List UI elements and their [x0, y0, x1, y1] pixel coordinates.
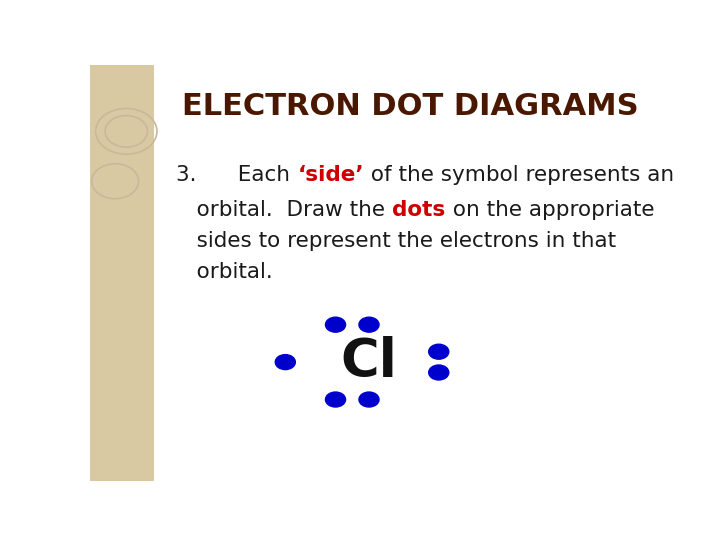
- Circle shape: [428, 344, 449, 359]
- Text: sides to represent the electrons in that: sides to represent the electrons in that: [176, 231, 616, 251]
- Text: ELECTRON DOT DIAGRAMS: ELECTRON DOT DIAGRAMS: [182, 92, 639, 121]
- Text: on the appropriate: on the appropriate: [446, 200, 654, 220]
- FancyBboxPatch shape: [90, 65, 154, 481]
- Text: orbital.: orbital.: [176, 262, 274, 282]
- Circle shape: [275, 355, 295, 369]
- Circle shape: [325, 317, 346, 332]
- Circle shape: [428, 365, 449, 380]
- Text: Cl: Cl: [341, 336, 397, 388]
- Circle shape: [325, 392, 346, 407]
- Text: 3.      Each: 3. Each: [176, 165, 297, 185]
- Circle shape: [359, 317, 379, 332]
- Circle shape: [359, 392, 379, 407]
- Text: ‘side’: ‘side’: [297, 165, 364, 185]
- Text: of the symbol represents an: of the symbol represents an: [364, 165, 674, 185]
- Text: orbital.  Draw the: orbital. Draw the: [176, 200, 392, 220]
- Text: dots: dots: [392, 200, 446, 220]
